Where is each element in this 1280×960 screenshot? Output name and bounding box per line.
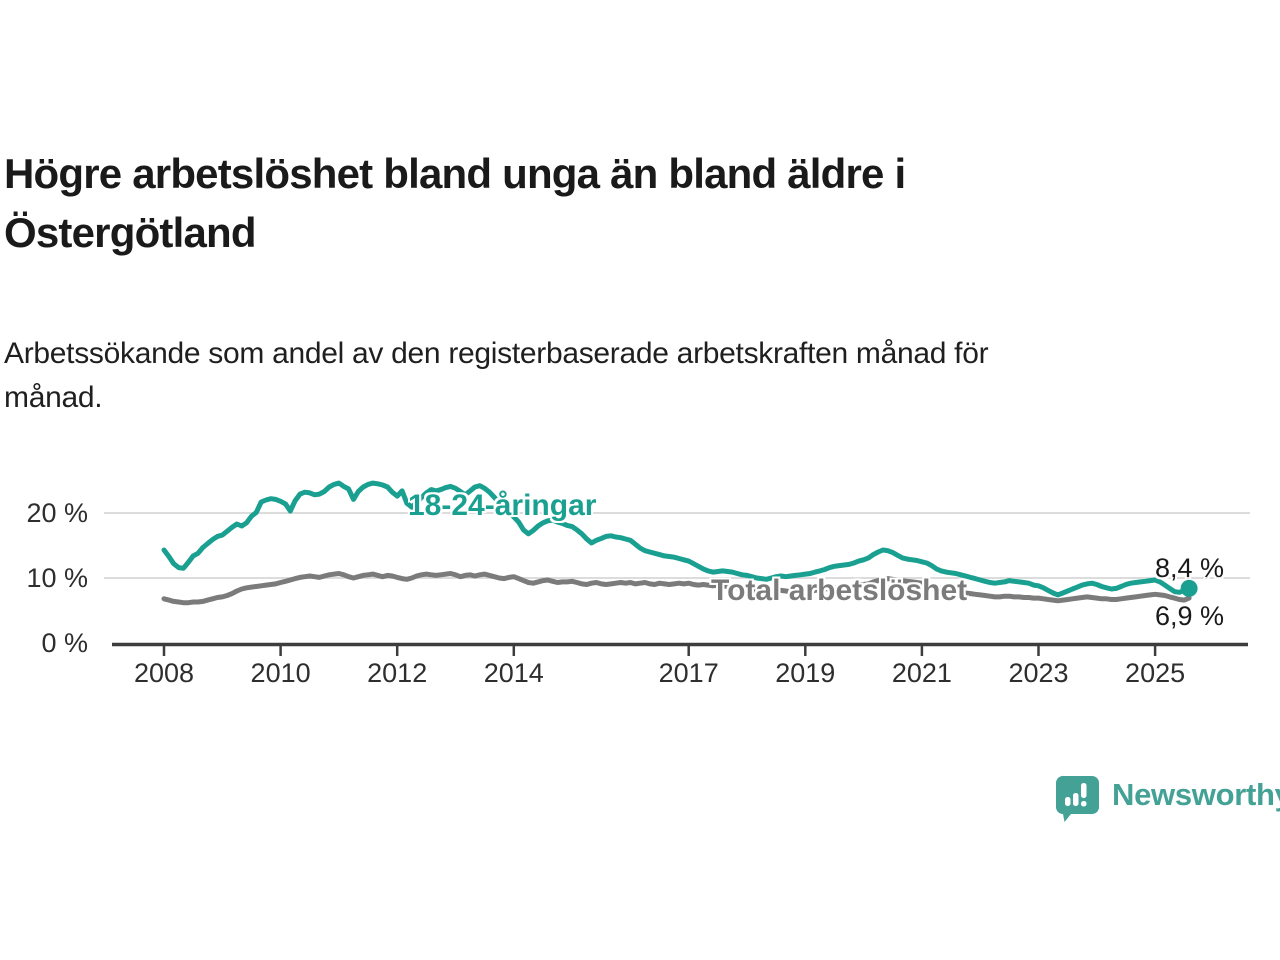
- newsworthy-logo-text: Newsworthy: [1112, 777, 1280, 812]
- logo-bar-short: [1065, 797, 1071, 806]
- x-axis-tick-label-2010: 2010: [250, 658, 311, 688]
- series-line-total: [161, 571, 1192, 606]
- y-axis-tick-label-10: 10 %: [26, 563, 88, 593]
- x-axis-tick-label-2008: 2008: [133, 658, 195, 688]
- y-axis-tick-label-0: 0 %: [41, 628, 88, 658]
- x-axis-tick-label-2019: 2019: [775, 658, 836, 688]
- chart-title: Högre arbetslöshet bland unga än bland ä…: [4, 144, 1224, 262]
- series-label-young: 18-24-åringar: [408, 489, 597, 522]
- end-value-label-young: 8,4 %: [1154, 553, 1224, 583]
- series-line-young: [161, 480, 1192, 598]
- series-end-dot: [1180, 579, 1198, 597]
- end-value-label-total: 6,9 %: [1154, 601, 1224, 631]
- x-axis-tick-label-2023: 2023: [1008, 658, 1069, 688]
- logo-bar-medium: [1073, 793, 1079, 806]
- x-axis-tick-label-2025: 2025: [1125, 658, 1186, 688]
- y-axis-tick-label-20: 20 %: [26, 498, 88, 528]
- chart-title-line1: Högre arbetslöshet bland unga än bland ä…: [4, 150, 906, 197]
- chart-subtitle-line2: månad.: [4, 381, 103, 414]
- chart-subtitle: Arbetssökande som andel av den registerb…: [4, 332, 1224, 420]
- series-label-total: Total arbetslöshet: [711, 574, 968, 607]
- chart-title-line2: Östergötland: [4, 209, 257, 256]
- x-axis-tick-label-2021: 2021: [891, 658, 952, 688]
- x-axis-tick-label-2012: 2012: [367, 658, 428, 688]
- chart-subtitle-line1: Arbetssökande som andel av den registerb…: [4, 337, 989, 370]
- logo-exclamation-dot: [1081, 801, 1087, 807]
- logo-exclamation-bar: [1081, 783, 1087, 798]
- newsworthy-logo-icon: [1056, 775, 1099, 822]
- x-axis-tick-label-2017: 2017: [658, 658, 719, 688]
- newsworthy-branding: Newsworthy: [1056, 775, 1280, 823]
- x-axis-tick-label-2014: 2014: [483, 658, 544, 688]
